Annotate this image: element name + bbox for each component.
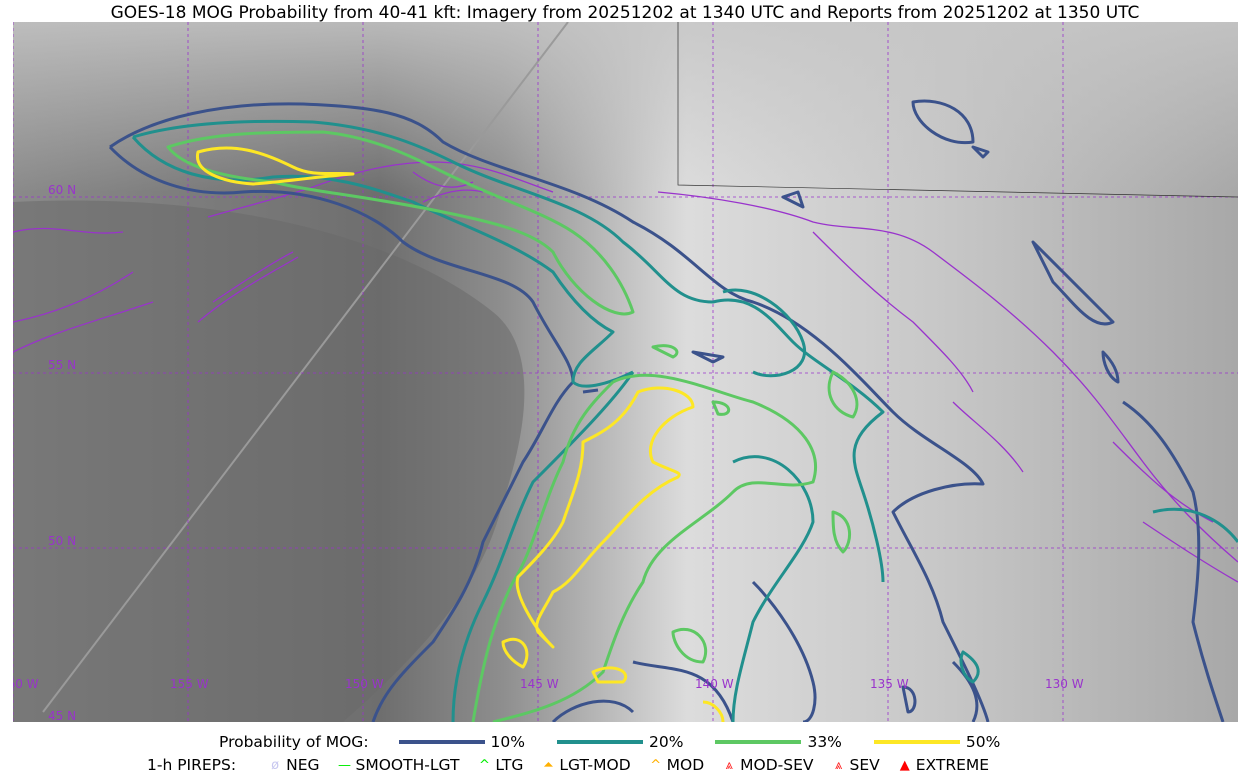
caret-icon: ^ <box>478 757 490 773</box>
borders <box>677 22 1238 198</box>
legend-swatch <box>873 740 960 744</box>
legend-item-pirep: ^ LTG <box>473 756 523 774</box>
contour-10pct <box>108 99 1225 722</box>
pirep-legend-label: 1-h PIREPS: <box>147 756 237 774</box>
legend-item-label: NEG <box>286 756 320 774</box>
legend-item-pirep: ⩓ MOD-SEV <box>718 756 814 774</box>
longitude-label: 155 W <box>170 677 209 691</box>
double-caret-bar-icon: ⩓ <box>725 757 733 773</box>
probability-legend: Probability of MOG: 10% 20% 33% 50% <box>0 733 1250 751</box>
legend-item-prob: 33% <box>715 733 842 751</box>
legend-item-pirep: ø NEG <box>264 756 319 774</box>
legend-item-label: LTG <box>495 756 524 774</box>
satellite-scan-artifact <box>42 22 569 713</box>
double-caret-icon: ⩓ <box>834 757 843 773</box>
longitude-label: 130 W <box>1045 677 1084 691</box>
map-title: GOES-18 MOG Probability from 40-41 kft: … <box>110 3 1140 23</box>
legend-swatch <box>557 740 643 744</box>
legend-item-label: EXTREME <box>915 756 990 774</box>
caret-icon: ^ <box>650 757 662 773</box>
lat-lon-grid <box>13 22 1238 722</box>
legend-swatch <box>715 740 802 744</box>
longitude-label: 145 W <box>520 677 559 691</box>
longitude-label: 160 W <box>13 677 39 691</box>
legend-item-label: SEV <box>849 756 880 774</box>
legend-item-label: 20% <box>649 733 684 751</box>
legend-item-prob: 10% <box>398 733 525 751</box>
legend-item-pirep: ⏶ LGT-MOD <box>537 756 630 774</box>
legend-item-label: MOD-SEV <box>740 756 814 774</box>
longitude-label: 150 W <box>345 677 384 691</box>
legend-item-label: 50% <box>965 733 1001 751</box>
probability-legend-label: Probability of MOG: <box>219 733 369 751</box>
legend-item-pirep: ⩓ SEV <box>828 756 880 774</box>
legend-item-pirep: ^ MOD <box>645 756 705 774</box>
coastlines <box>13 161 1238 583</box>
legend-item-prob: 50% <box>873 733 1001 751</box>
latitude-label: 50 N <box>48 534 76 548</box>
contour-20pct <box>131 119 1238 722</box>
dark-dry-slot <box>13 200 525 722</box>
longitude-label: 135 W <box>870 677 909 691</box>
caret-bar-icon: ⏶ <box>543 757 554 773</box>
neg-icon: ø <box>271 757 280 773</box>
legend-swatch <box>398 740 485 744</box>
legend-item-label: SMOOTH-LGT <box>355 756 460 774</box>
satellite-map: 160 W 155 W 150 W 145 W 140 W 135 W 130 W 60 N 5… <box>13 22 1238 722</box>
line-icon: — <box>338 757 352 773</box>
legend-item-pirep: ▲ EXTREME <box>894 756 989 774</box>
contour-33pct <box>166 130 859 722</box>
latitude-label: 45 N <box>48 709 76 722</box>
latitude-label: 60 N <box>48 183 76 197</box>
latitude-label: 55 N <box>48 358 76 372</box>
legend-item-prob: 20% <box>557 733 683 751</box>
longitude-label: 140 W <box>695 677 734 691</box>
legend-item-label: LGT-MOD <box>559 756 631 774</box>
pirep-legend: 1-h PIREPS: ø NEG — SMOOTH-LGT ^ LTG ⏶ LGT-MOD ^… <box>0 756 1250 774</box>
upper-imagery <box>13 22 1238 192</box>
filled-triangle-icon: ▲ <box>899 757 910 773</box>
legend-item-label: 10% <box>490 733 525 751</box>
legend-item-label: 33% <box>807 733 842 751</box>
contour-50pct <box>196 146 725 722</box>
legend-item-label: MOD <box>666 756 705 774</box>
legend-item-pirep: — SMOOTH-LGT <box>334 756 460 774</box>
